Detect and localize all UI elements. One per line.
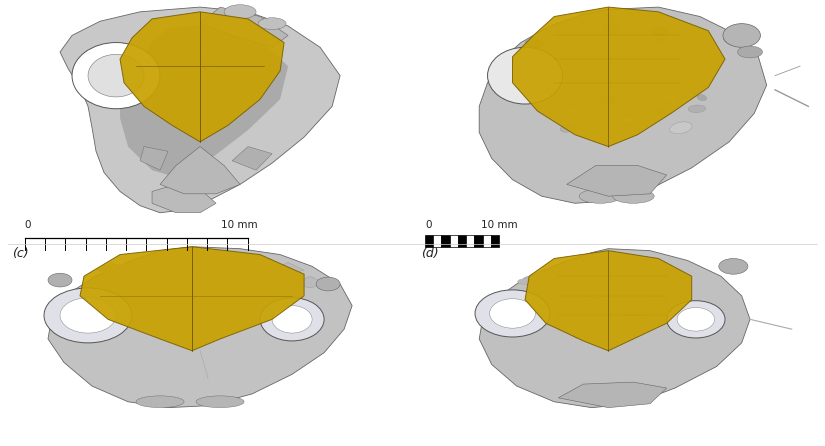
Ellipse shape bbox=[258, 18, 286, 29]
Ellipse shape bbox=[560, 124, 575, 132]
Polygon shape bbox=[160, 147, 240, 194]
Polygon shape bbox=[272, 292, 304, 304]
Bar bbox=[450, 235, 458, 247]
Polygon shape bbox=[118, 276, 150, 288]
Ellipse shape bbox=[595, 264, 610, 269]
Polygon shape bbox=[184, 262, 216, 274]
Ellipse shape bbox=[536, 320, 544, 323]
Polygon shape bbox=[525, 251, 691, 351]
Bar bbox=[441, 235, 450, 247]
Polygon shape bbox=[228, 262, 260, 274]
Bar bbox=[491, 235, 499, 247]
Ellipse shape bbox=[524, 276, 539, 281]
Ellipse shape bbox=[620, 116, 634, 124]
Polygon shape bbox=[200, 7, 288, 47]
Ellipse shape bbox=[653, 29, 662, 35]
Ellipse shape bbox=[612, 189, 654, 203]
Bar bbox=[433, 235, 441, 247]
Polygon shape bbox=[162, 276, 194, 288]
Polygon shape bbox=[48, 247, 352, 408]
Ellipse shape bbox=[539, 307, 549, 310]
Ellipse shape bbox=[677, 308, 714, 331]
Polygon shape bbox=[272, 262, 304, 274]
Ellipse shape bbox=[488, 47, 563, 104]
Ellipse shape bbox=[620, 115, 633, 124]
Polygon shape bbox=[559, 382, 667, 408]
Polygon shape bbox=[120, 24, 288, 178]
Ellipse shape bbox=[316, 277, 340, 291]
Ellipse shape bbox=[654, 110, 666, 114]
Ellipse shape bbox=[196, 396, 244, 408]
Ellipse shape bbox=[531, 37, 548, 44]
Ellipse shape bbox=[272, 306, 312, 333]
Ellipse shape bbox=[723, 24, 761, 47]
Polygon shape bbox=[294, 276, 326, 288]
Ellipse shape bbox=[517, 279, 535, 285]
Polygon shape bbox=[206, 276, 238, 288]
Ellipse shape bbox=[579, 189, 621, 203]
Bar bbox=[425, 235, 433, 247]
Bar bbox=[483, 235, 491, 247]
Ellipse shape bbox=[573, 332, 594, 339]
Ellipse shape bbox=[648, 299, 666, 306]
Polygon shape bbox=[140, 262, 172, 274]
Ellipse shape bbox=[679, 320, 695, 325]
Ellipse shape bbox=[260, 298, 324, 341]
Ellipse shape bbox=[60, 298, 116, 333]
Polygon shape bbox=[232, 147, 272, 170]
Ellipse shape bbox=[136, 396, 184, 408]
Polygon shape bbox=[512, 7, 725, 147]
Ellipse shape bbox=[724, 35, 743, 45]
Text: (d): (d) bbox=[421, 247, 439, 260]
Text: 0: 0 bbox=[425, 220, 431, 230]
Ellipse shape bbox=[655, 38, 666, 45]
Polygon shape bbox=[479, 249, 750, 408]
Polygon shape bbox=[60, 7, 340, 213]
Ellipse shape bbox=[600, 95, 615, 105]
Text: 10 mm: 10 mm bbox=[481, 220, 517, 230]
Polygon shape bbox=[120, 12, 284, 142]
Bar bbox=[458, 235, 466, 247]
Ellipse shape bbox=[650, 27, 669, 36]
Ellipse shape bbox=[489, 299, 535, 328]
Ellipse shape bbox=[546, 321, 560, 326]
Bar bbox=[466, 235, 474, 247]
Ellipse shape bbox=[538, 277, 549, 280]
Ellipse shape bbox=[697, 95, 706, 101]
Ellipse shape bbox=[670, 122, 692, 134]
Ellipse shape bbox=[224, 5, 256, 19]
Ellipse shape bbox=[688, 105, 705, 112]
Text: (c): (c) bbox=[12, 247, 29, 260]
Ellipse shape bbox=[48, 273, 72, 287]
Ellipse shape bbox=[532, 70, 544, 78]
Ellipse shape bbox=[719, 259, 748, 274]
Ellipse shape bbox=[603, 23, 620, 35]
Polygon shape bbox=[184, 292, 216, 304]
Ellipse shape bbox=[667, 301, 725, 338]
Polygon shape bbox=[479, 7, 766, 203]
Polygon shape bbox=[96, 262, 128, 274]
Ellipse shape bbox=[564, 107, 578, 114]
Text: 0: 0 bbox=[25, 220, 31, 230]
Ellipse shape bbox=[475, 290, 550, 337]
Polygon shape bbox=[140, 147, 168, 170]
Ellipse shape bbox=[72, 42, 160, 109]
Polygon shape bbox=[80, 247, 304, 351]
Ellipse shape bbox=[665, 92, 678, 102]
Polygon shape bbox=[567, 165, 667, 196]
Polygon shape bbox=[96, 292, 128, 304]
Ellipse shape bbox=[525, 38, 544, 48]
Polygon shape bbox=[228, 292, 260, 304]
Ellipse shape bbox=[589, 299, 609, 306]
Text: 10 mm: 10 mm bbox=[221, 220, 257, 230]
Polygon shape bbox=[152, 184, 216, 213]
Polygon shape bbox=[140, 292, 172, 304]
Ellipse shape bbox=[625, 314, 643, 320]
Ellipse shape bbox=[44, 288, 132, 343]
Ellipse shape bbox=[88, 54, 144, 97]
Ellipse shape bbox=[738, 46, 762, 58]
Bar bbox=[474, 235, 483, 247]
Polygon shape bbox=[250, 276, 282, 288]
